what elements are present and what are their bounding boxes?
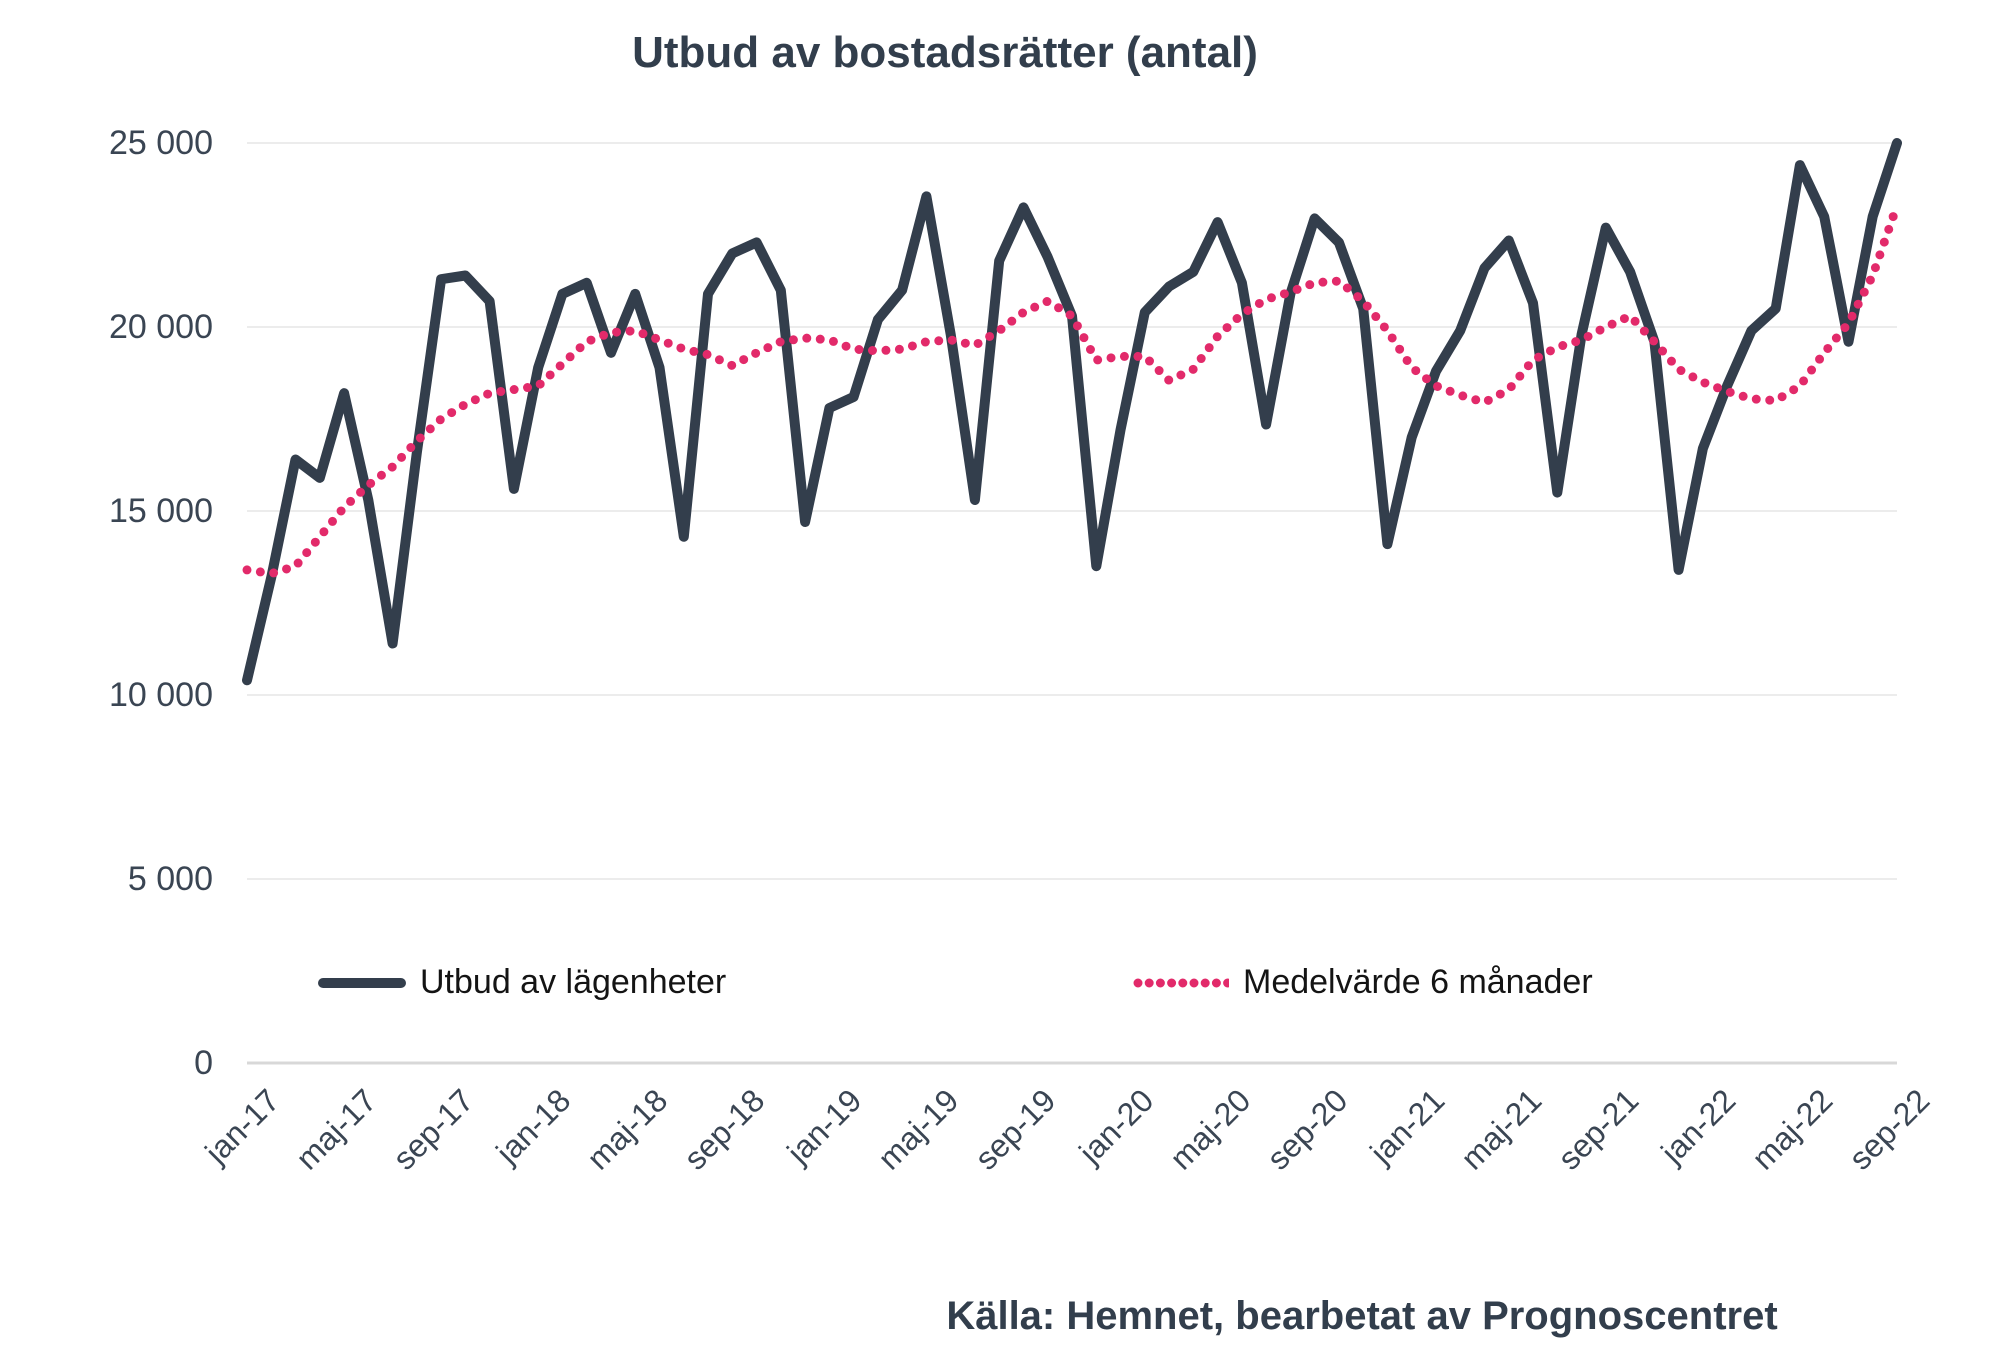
y-axis-label: 0 (194, 1044, 213, 1082)
chart-title: Utbud av bostadsrätter (antal) (632, 28, 1258, 77)
dotted-line-swatch-icon (1133, 978, 1229, 987)
y-axis-label: 25 000 (109, 124, 213, 162)
series-medelvarde-dotted-line (242, 201, 1902, 579)
series-utbud-line (242, 138, 1902, 686)
source-caption: Källa: Hemnet, bearbetat av Prognoscentr… (946, 1294, 1778, 1338)
y-axis-label: 5 000 (127, 860, 213, 898)
y-axis-label: 20 000 (109, 308, 213, 346)
legend-label-utbud: Utbud av lägenheter (420, 963, 727, 1001)
legend-item-medel: Medelvärde 6 månader (1133, 963, 1593, 1002)
y-axis-label: 15 000 (109, 492, 213, 530)
legend-item-utbud: Utbud av lägenheter (318, 963, 726, 1002)
solid-line-swatch-icon (318, 977, 406, 988)
legend-label-medel: Medelvärde 6 månader (1243, 963, 1593, 1001)
y-axis-label: 10 000 (109, 676, 213, 714)
